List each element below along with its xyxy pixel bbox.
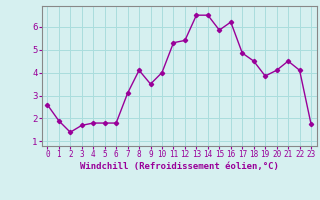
X-axis label: Windchill (Refroidissement éolien,°C): Windchill (Refroidissement éolien,°C) [80,162,279,171]
